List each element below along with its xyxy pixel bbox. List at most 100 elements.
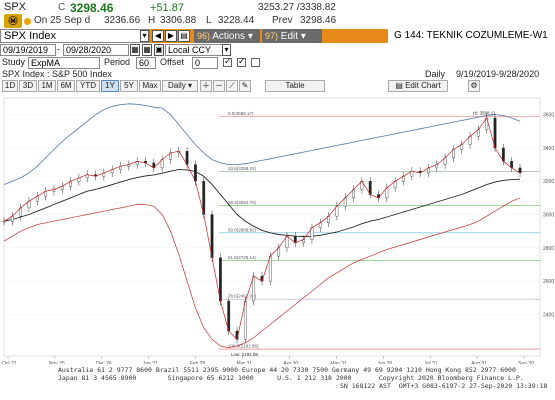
y-tick-label: 2600 <box>543 279 554 285</box>
period-input[interactable]: 60 <box>136 57 156 69</box>
range-1m-button[interactable]: 1M <box>38 80 56 92</box>
bid-ask-range: 3253.27 /3338.82 <box>258 2 336 13</box>
candle-body <box>252 275 256 302</box>
end-date-input[interactable]: 09/28/2020 <box>63 44 129 56</box>
x-tick-label: Jan 31 <box>143 361 158 364</box>
pin-icon[interactable]: ▣ <box>154 44 164 56</box>
bloomberg-logo-icon: Ⓜ <box>4 14 22 28</box>
x-tick-label: Apr 30 <box>283 361 298 364</box>
upper-band-line <box>3 103 521 185</box>
print-icon[interactable]: ▤ <box>178 30 190 42</box>
candle-body <box>268 255 272 282</box>
fib-level-label: 61.8(2725.14) <box>228 255 257 260</box>
price-ema-short-line <box>3 117 521 341</box>
range-1y-button[interactable]: 1Y <box>101 80 119 92</box>
low-label: L <box>206 15 212 26</box>
low-value: 3228.44 <box>218 15 255 26</box>
security-dropdown-icon[interactable]: ▾ <box>140 30 149 42</box>
last-price: 3298.46 <box>70 1 114 15</box>
study-select[interactable]: ExpMA <box>28 57 100 69</box>
x-tick-label: Dec 26 <box>96 361 112 364</box>
frequency-label: Daily <box>425 69 446 79</box>
y-tick-label: 3000 <box>543 213 554 219</box>
legend-checkbox[interactable] <box>237 56 246 67</box>
security-field[interactable]: SPX Index <box>0 29 150 43</box>
footer-line-2: Japan 81 3 4565 8900 Singapore 65 6212 1… <box>58 374 524 382</box>
status-dot-icon <box>24 18 31 25</box>
x-tick-label: Sep 30 <box>518 361 534 364</box>
prev-label: Prev <box>272 15 293 26</box>
y-tick-label: 2400 <box>543 312 554 318</box>
edit-menu-label: Edit <box>280 31 299 42</box>
range-3d-button[interactable]: 3D <box>19 80 37 92</box>
quote-bar <box>0 0 555 30</box>
plot-area <box>3 97 541 357</box>
footer-line-3: SN 168122 AST GMT+3 G083-6197-2 27-Sep-2… <box>340 382 548 390</box>
footer-line-1: Australia 61 2 9777 8600 Brazil 5511 239… <box>58 366 516 374</box>
range-1d-button[interactable]: 1D <box>2 80 18 92</box>
offset-label: Offset <box>160 57 184 67</box>
back-icon[interactable]: ◀ <box>152 30 164 42</box>
show-study-checkbox[interactable] <box>223 56 232 67</box>
option-checkbox[interactable] <box>251 58 260 67</box>
x-tick-label: Feb 28 <box>190 361 206 364</box>
lower-band-line <box>3 197 521 349</box>
candle-body <box>493 117 497 149</box>
currency-dropdown-icon[interactable]: ▾ <box>222 44 231 56</box>
candle-body <box>310 227 314 240</box>
x-tick-label: Mar 31 <box>237 361 253 364</box>
actions-menu-label: Actions <box>212 31 246 42</box>
fib-level-label: 78.6(2491.08) <box>228 294 257 299</box>
start-date-input[interactable]: 09/19/2019 <box>0 44 56 56</box>
calendar-icon-2[interactable]: ▦ <box>142 44 152 56</box>
low-annotation: Low: 2191.86 <box>231 352 259 357</box>
candle-body <box>227 300 231 332</box>
fib-level-label: 23.6(3258.24) <box>228 166 257 171</box>
line-type-icon[interactable]: ⟋ <box>226 80 238 92</box>
ema-line <box>3 169 521 237</box>
chart-svg: 2400 2600 2800 3000 3200 3400 3600 Oct 21 Nov 25… <box>2 97 554 367</box>
actions-menu[interactable]: 96) Actions ▾ <box>194 29 260 43</box>
last-label: C <box>58 2 66 13</box>
high-annotation: Hi: 3588.11 <box>473 111 496 116</box>
edit-chart-label: Edit Chart <box>405 81 441 90</box>
symbol: SPX <box>4 1 27 13</box>
range-max-button[interactable]: Max <box>139 80 161 92</box>
table-button[interactable]: Table <box>265 80 325 92</box>
price-chart[interactable]: 2400 2600 2800 3000 3200 3400 3600 Oct 21 Nov 25… <box>0 94 555 400</box>
zoom-out-icon[interactable]: － <box>213 80 225 92</box>
edit-menu-number: 97) <box>265 31 279 41</box>
actions-menu-number: 96) <box>197 31 211 41</box>
fib-level-label: 38.2(3054.70) <box>228 200 257 205</box>
zoom-in-icon[interactable]: ＋ <box>200 80 212 92</box>
y-tick-label: 3600 <box>543 113 554 119</box>
open-label: On 25 Sep d <box>34 15 91 26</box>
chart-settings-icon[interactable]: ⚙ <box>468 80 480 92</box>
x-tick-label: Nov 25 <box>49 361 65 364</box>
forward-icon[interactable]: ▶ <box>165 30 177 42</box>
fib-level-label: 50.0(2889.92) <box>228 227 257 232</box>
x-tick-label: Jul 31 <box>424 361 438 364</box>
frequency-select[interactable]: Daily ▾ <box>162 80 198 92</box>
range-ytd-button[interactable]: YTD <box>76 80 100 92</box>
calendar-icon[interactable]: ▦ <box>130 44 140 56</box>
annotate-icon[interactable]: ✎ <box>239 80 251 92</box>
period-label: Period <box>104 57 131 67</box>
x-tick-label: Aug 31 <box>471 361 487 364</box>
edit-menu[interactable]: 97) Edit ▾ <box>262 29 322 43</box>
currency-select[interactable]: Local CCY <box>165 44 223 56</box>
candle-body <box>210 214 214 258</box>
date-separator: - <box>57 44 60 54</box>
frequency-select-label: Daily <box>167 81 186 90</box>
edit-chart-button[interactable]: ▤ Edit Chart <box>388 80 448 92</box>
x-tick-label: Oct 21 <box>2 361 17 364</box>
fib-level-label: 100.0(2191.86) <box>228 344 259 349</box>
candle-body <box>194 164 197 182</box>
candle-body <box>518 167 522 174</box>
study-label: Study <box>2 57 26 67</box>
candle-body <box>2 220 6 223</box>
range-6m-button[interactable]: 6M <box>57 80 75 92</box>
range-5y-button[interactable]: 5Y <box>120 80 138 92</box>
offset-input[interactable]: 0 <box>192 57 218 69</box>
candle-body <box>243 300 247 340</box>
